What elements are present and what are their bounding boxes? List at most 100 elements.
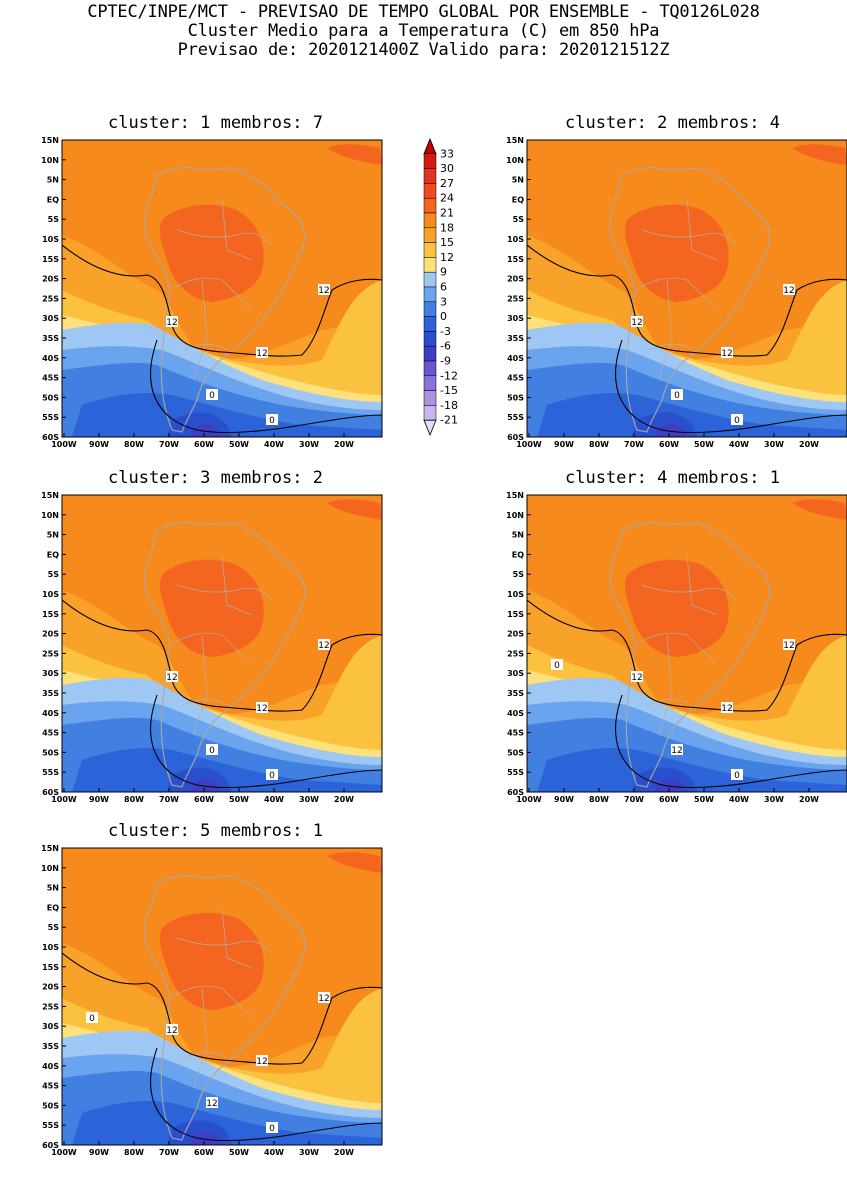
lat-tick-label: 40S [42, 709, 59, 718]
contour-label: 12 [256, 702, 268, 714]
field-21-24-ne [792, 499, 847, 520]
lat-tick-label: 15N [506, 491, 524, 500]
lat-tick-label: 25S [42, 1002, 59, 1011]
lat-tick-label: 35S [42, 1042, 59, 1051]
lat-tick-label: 20S [42, 983, 59, 992]
colorbar-swatch [423, 331, 437, 347]
lon-tick-label: 50W [694, 440, 714, 449]
country-border [641, 229, 738, 246]
temperature-map: 12 12 12 12 0 0 15N 10N 5N EQ 5S 10S 15S 20S 25S 30S 35S… [506, 491, 847, 804]
lat-tick-label: 20S [507, 630, 524, 639]
map-frame [61, 847, 383, 1146]
panel-title: cluster: 2 membros: 4 [565, 113, 780, 133]
lon-tick-label: 50W [229, 1148, 249, 1157]
lat-tick-label: 50S [42, 393, 59, 402]
lon-tick-label: 100W [51, 440, 77, 449]
field-m9 [655, 778, 687, 792]
colorbar-level-label: 30 [440, 162, 454, 175]
lat-tick-label: 10S [42, 590, 59, 599]
map-frame [526, 494, 847, 793]
map-frame [526, 139, 847, 438]
country-border [686, 199, 718, 261]
lon-tick-label: 20W [334, 795, 354, 804]
lon-tick-label: 40W [729, 440, 749, 449]
lat-tick-label: 10S [507, 235, 524, 244]
colorbar-swatch [423, 183, 437, 199]
lat-tick-label: 25S [507, 294, 524, 303]
lon-tick-label: 20W [799, 795, 819, 804]
lat-tick-label: 10N [506, 511, 524, 520]
map-frame [61, 494, 383, 793]
lon-tick-label: 70W [159, 1148, 179, 1157]
colorbar-level-label: 0 [440, 310, 447, 323]
country-border [221, 554, 253, 616]
lat-tick-label: 55S [507, 413, 524, 422]
svg-text:0: 0 [734, 416, 740, 426]
colorbar-swatch [423, 242, 437, 258]
lat-tick-label: 35S [507, 334, 524, 343]
svg-text:12: 12 [318, 994, 329, 1004]
field-21-24-ne [327, 499, 382, 520]
lat-tick-label: 5N [512, 531, 524, 540]
colorbar-swatch [423, 257, 437, 273]
lat-tick-label: 15S [42, 610, 59, 619]
svg-text:0: 0 [209, 391, 215, 401]
colorbar-swatch [423, 286, 437, 303]
colorbar-level-label: 3 [440, 295, 447, 308]
contour-label: 0 [266, 414, 278, 426]
lat-tick-label: 5N [47, 884, 59, 893]
country-border [646, 698, 693, 706]
svg-text:12: 12 [721, 349, 732, 359]
coastline [144, 166, 306, 433]
country-border [658, 634, 673, 736]
lat-tick-label: 10S [42, 943, 59, 952]
svg-text:12: 12 [166, 673, 177, 683]
svg-text:0: 0 [554, 661, 560, 671]
colorbar-level-label: 9 [440, 266, 447, 279]
lat-tick-label: 5S [513, 570, 525, 579]
lon-tick-label: 90W [554, 795, 574, 804]
lat-tick-label: 40S [507, 354, 524, 363]
colorbar-swatch [423, 271, 437, 288]
svg-text:0: 0 [269, 771, 275, 781]
field-21-24 [159, 204, 264, 302]
country-border [176, 584, 273, 601]
lon-tick-label: 40W [264, 1148, 284, 1157]
colorbar-level-label: 24 [440, 192, 454, 205]
field-21-24 [159, 912, 264, 1010]
country-border [658, 279, 673, 381]
country-border [169, 985, 253, 1019]
lat-tick-label: 40S [42, 1062, 59, 1071]
temperature-map: 12 12 12 0 0 15N 10N 5N EQ 5S 10S 15S 20S 25S 30S 35S 40… [41, 491, 383, 804]
lat-tick-label: 35S [42, 689, 59, 698]
colorbar-level-label: 27 [440, 177, 454, 190]
country-border [193, 987, 208, 1089]
contour-label: 0 [266, 769, 278, 781]
lat-tick-label: 10N [41, 511, 59, 520]
svg-text:0: 0 [734, 771, 740, 781]
field-21-24 [159, 559, 264, 657]
colorbar-swatch [423, 168, 437, 184]
lat-tick-label: 15S [42, 255, 59, 264]
contour-label: 0 [551, 659, 563, 671]
contour-label: 12 [256, 347, 268, 359]
panel-title: cluster: 3 membros: 2 [108, 468, 323, 488]
colorbar-level-label: 21 [440, 207, 454, 220]
contour-label: 12 [166, 671, 178, 683]
svg-text:12: 12 [318, 641, 329, 651]
country-border [181, 698, 228, 706]
country-border [646, 343, 693, 351]
colorbar-swatch [423, 153, 437, 169]
lat-tick-label: 25S [42, 294, 59, 303]
colorbar-swatch [423, 375, 437, 391]
colorbar-bottom-arrow [423, 419, 437, 437]
lat-tick-label: 5N [47, 531, 59, 540]
country-border [176, 229, 273, 246]
lon-tick-label: 70W [624, 440, 644, 449]
svg-text:0: 0 [269, 416, 275, 426]
lon-tick-label: 100W [516, 795, 542, 804]
contour-label: 12 [256, 1055, 268, 1067]
lat-tick-label: 50S [42, 748, 59, 757]
contour-12 [62, 952, 382, 1065]
lon-tick-label: 90W [89, 795, 109, 804]
